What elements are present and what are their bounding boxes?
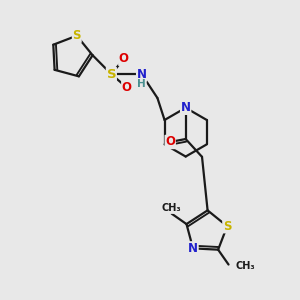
Text: S: S [106,68,116,81]
Text: O: O [119,52,129,65]
Text: CH₃: CH₃ [162,203,182,213]
Text: N: N [137,68,147,81]
Text: S: S [223,220,231,233]
Text: O: O [122,81,132,94]
Text: S: S [73,29,81,42]
Text: N: N [181,101,191,114]
Text: CH₃: CH₃ [236,261,256,271]
Text: N: N [188,242,198,255]
Text: O: O [165,136,175,148]
Text: H: H [137,79,146,89]
